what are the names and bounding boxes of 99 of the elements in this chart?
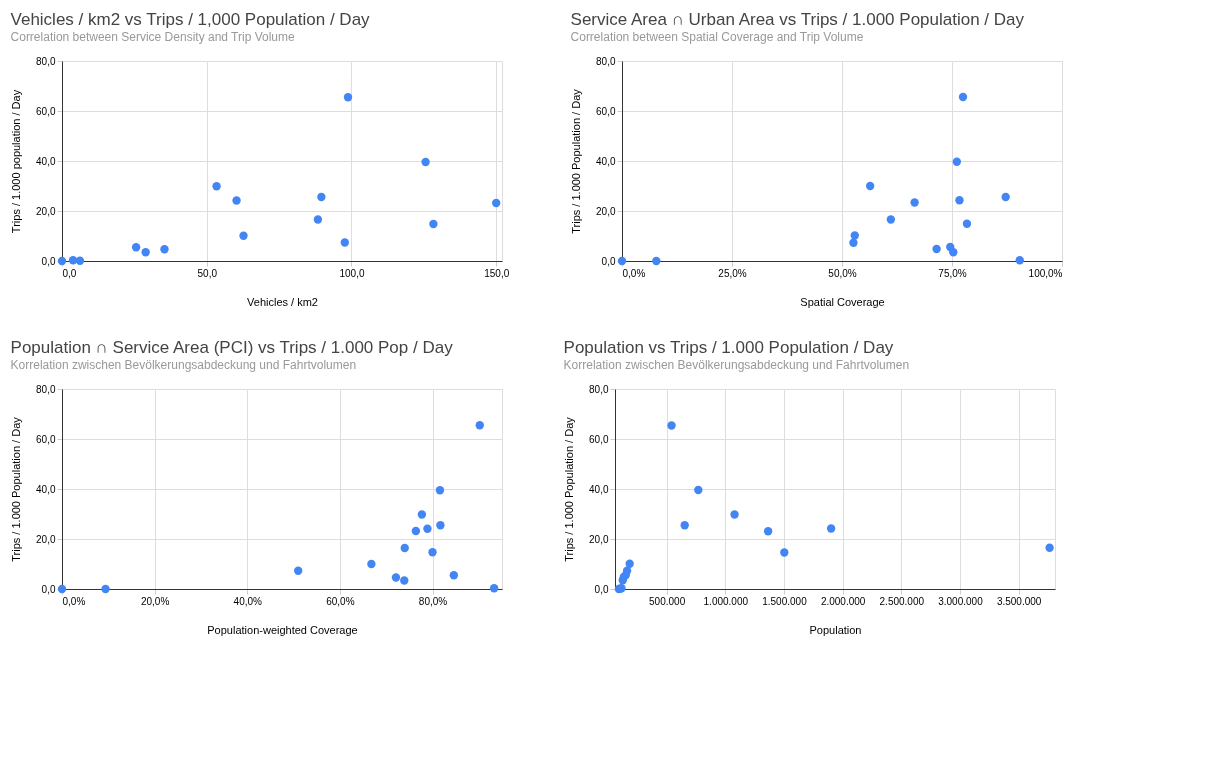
point — [68, 256, 78, 265]
x-tick-label: 50,0 — [197, 267, 218, 279]
y-tick-label: 0,0 — [594, 583, 609, 595]
x-tick-label: 60,0% — [326, 595, 355, 607]
x-tick-label: 150,0 — [484, 267, 510, 279]
point — [489, 584, 499, 593]
chart-title: Population ∩ Service Area (PCI) vs Trips / 1.000 Pop / Day — [10, 338, 454, 357]
point — [625, 559, 634, 568]
point — [232, 196, 241, 205]
point — [57, 256, 67, 266]
x-tick-label: 0,0% — [62, 595, 86, 607]
x-tick-label: 2.000.000 — [820, 595, 866, 607]
point — [763, 527, 773, 536]
y-tick-label: 40,0 — [596, 155, 616, 167]
chart-title: Vehicles / km2 vs Trips / 1,000 Population / Day — [10, 10, 371, 29]
point — [313, 215, 323, 224]
y-axis-title: Trips / 1.000 population / Day — [10, 89, 23, 234]
chart-title: Service Area ∩ Urban Area vs Trips / 1.000 Population / Day — [570, 10, 1025, 29]
y-tick-label: 60,0 — [36, 433, 56, 445]
point — [131, 243, 141, 252]
point — [239, 231, 248, 240]
point — [428, 548, 437, 557]
point — [667, 421, 676, 430]
chart-subtitle: Korrelation zwischen Bevölkerungsabdeckung und Fahrtvolumen — [563, 358, 910, 372]
point — [367, 559, 376, 569]
point — [449, 571, 459, 580]
x-tick-label: 100,0% — [1028, 267, 1063, 279]
point — [694, 485, 703, 495]
point — [417, 510, 427, 519]
chart-subtitle: Correlation between Service Density and Trip Volume — [10, 30, 296, 44]
chart-title: Population vs Trips / 1.000 Population / Day — [563, 338, 894, 357]
point — [411, 526, 421, 536]
y-tick-label: 40,0 — [36, 155, 56, 167]
y-tick-label: 20,0 — [36, 533, 56, 545]
point — [75, 256, 85, 265]
point — [400, 543, 409, 553]
point — [57, 584, 67, 594]
point — [429, 219, 438, 229]
y-tick-label: 40,0 — [36, 483, 56, 495]
point — [475, 421, 484, 430]
x-axis-title: Population — [809, 623, 862, 636]
y-tick-label: 80,0 — [36, 55, 56, 67]
point — [826, 524, 836, 533]
point — [391, 573, 401, 582]
point — [343, 93, 353, 102]
x-tick-label: 1.000.000 — [703, 595, 749, 607]
x-axis-title: Population-weighted Coverage — [207, 623, 358, 636]
point — [622, 566, 632, 575]
x-tick-label: 2.500.000 — [879, 595, 925, 607]
point — [492, 198, 501, 208]
x-tick-label: 0,0 — [62, 267, 77, 279]
chart-subtitle: Korrelation zwischen Bevölkerungsabdeckung und Fahrtvolumen — [10, 358, 357, 372]
x-axis-title: Spatial Coverage — [800, 295, 885, 308]
y-tick-label: 0,0 — [601, 255, 616, 267]
point — [1045, 543, 1054, 552]
x-tick-label: 25,0% — [718, 267, 747, 279]
y-tick-label: 40,0 — [589, 483, 609, 495]
point — [212, 182, 221, 191]
x-tick-label: 80,0% — [418, 595, 448, 607]
y-tick-label: 0,0 — [41, 255, 56, 267]
point — [141, 248, 150, 257]
point — [421, 157, 430, 167]
point — [317, 192, 326, 202]
y-tick-label: 80,0 — [589, 383, 609, 395]
point — [101, 584, 110, 594]
x-tick-label: 100,0 — [339, 267, 365, 279]
x-tick-label: 40,0% — [233, 595, 263, 607]
x-tick-label: 50,0% — [828, 267, 857, 279]
y-tick-label: 0,0 — [41, 583, 56, 595]
point — [730, 510, 739, 519]
y-tick-label: 20,0 — [589, 533, 609, 545]
point — [680, 521, 689, 530]
y-tick-label: 80,0 — [596, 55, 616, 67]
y-axis-title: Trips / 1.000 Population / Day — [570, 88, 583, 234]
point — [780, 548, 789, 557]
point — [340, 238, 349, 247]
x-tick-label: 3.500.000 — [996, 595, 1042, 607]
y-axis-title: Trips / 1.000 Population / Day — [10, 416, 23, 562]
y-tick-label: 60,0 — [36, 105, 56, 117]
y-tick-label: 20,0 — [36, 205, 56, 217]
x-axis-title: Vehicles / km2 — [247, 295, 318, 308]
y-tick-label: 20,0 — [596, 205, 616, 217]
point — [435, 486, 445, 495]
x-tick-label: 20,0% — [140, 595, 170, 607]
x-tick-label: 500.000 — [649, 595, 686, 607]
point — [160, 245, 169, 254]
y-tick-label: 60,0 — [589, 433, 609, 445]
point — [436, 521, 445, 530]
y-tick-label: 60,0 — [596, 105, 616, 117]
y-axis-title: Trips / 1.000 Population / Day — [563, 416, 576, 562]
point — [423, 524, 432, 533]
x-tick-label: 3.000.000 — [938, 595, 984, 607]
x-tick-label: 0,0% — [622, 267, 646, 279]
y-tick-label: 80,0 — [36, 383, 56, 395]
point — [400, 576, 409, 585]
x-tick-label: 1.500.000 — [762, 595, 808, 607]
chart-subtitle: Correlation between Spatial Coverage and Trip Volume — [570, 30, 864, 44]
x-tick-label: 75,0% — [938, 267, 967, 279]
point — [294, 566, 303, 575]
